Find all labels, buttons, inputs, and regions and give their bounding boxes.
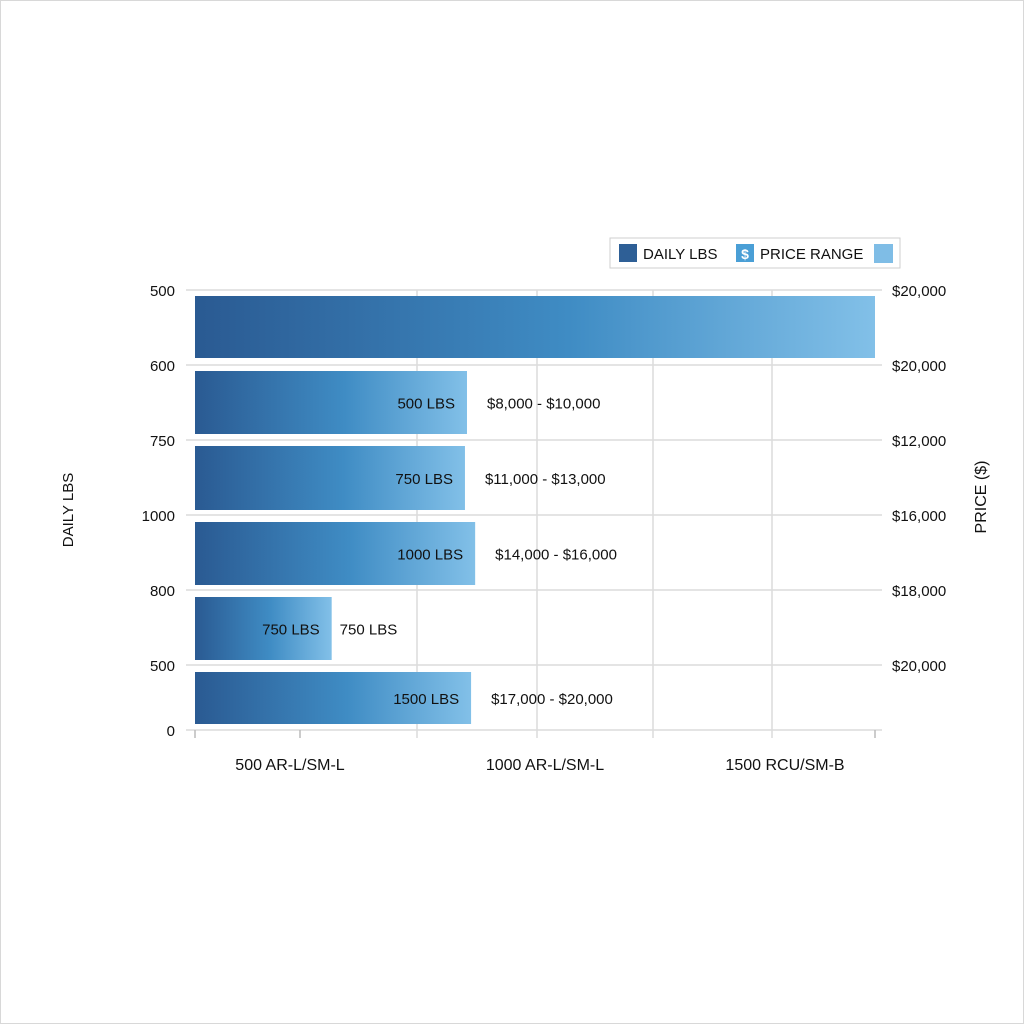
legend-swatch-light <box>874 244 893 263</box>
dollar-icon-glyph: $ <box>741 246 749 262</box>
bar-inner-label: 1500 LBS <box>393 691 459 708</box>
bar <box>195 371 467 434</box>
gridlines <box>186 289 882 738</box>
left-tick-label: 500 <box>150 658 175 675</box>
bar-inner-label: 500 LBS <box>397 396 455 413</box>
bar <box>195 446 465 510</box>
right-tick-label: $20,000 <box>892 358 946 375</box>
bar-inner-label: 750 LBS <box>262 622 320 639</box>
bar <box>195 597 332 660</box>
left-tick-label: 0 <box>167 723 175 740</box>
left-tick-label: 500 <box>150 283 175 300</box>
dollar-icon <box>736 244 754 262</box>
x-tick-label: 500 AR-L/SM-L <box>235 757 344 774</box>
left-tick-label: 1000 <box>142 508 175 525</box>
left-tick-label: 800 <box>150 583 175 600</box>
bar-outer-label: 750 LBS <box>340 622 398 639</box>
legend-label-price-range: PRICE RANGE <box>760 246 863 263</box>
left-tick-label: 600 <box>150 358 175 375</box>
right-tick-label: $20,000 <box>892 283 946 300</box>
left-axis-title: DAILY LBS <box>60 473 77 548</box>
bar-outer-label: $17,000 - $20,000 <box>491 691 613 708</box>
right-tick-label: $20,000 <box>892 658 946 675</box>
right-tick-label: $16,000 <box>892 508 946 525</box>
bar <box>195 522 476 585</box>
bar <box>195 672 472 724</box>
right-axis-title: PRICE ($) <box>973 461 990 534</box>
legend-swatch-daily-lbs <box>619 244 637 262</box>
bar-inner-label: 750 LBS <box>395 471 453 488</box>
legend-label-daily-lbs: DAILY LBS <box>643 246 718 263</box>
left-tick-label: 750 <box>150 433 175 450</box>
bars <box>195 296 875 724</box>
x-tick-label: 1500 RCU/SM-B <box>725 757 844 774</box>
legend: DAILY LBS $ PRICE RANGE <box>609 237 901 269</box>
bar-inner-label: 1000 LBS <box>397 547 463 564</box>
x-tick-label: 1000 AR-L/SM-L <box>486 757 604 774</box>
bar <box>195 296 875 358</box>
bar-outer-label: $11,000 - $13,000 <box>485 471 606 488</box>
bar-outer-label: $8,000 - $10,000 <box>487 396 600 413</box>
right-tick-label: $18,000 <box>892 583 946 600</box>
labels: 500 LBS $8,000 - $10,000 750 LBS $11,000 - … <box>142 283 947 774</box>
right-tick-label: $12,000 <box>892 433 946 450</box>
bar-outer-label: $14,000 - $16,000 <box>495 547 617 564</box>
